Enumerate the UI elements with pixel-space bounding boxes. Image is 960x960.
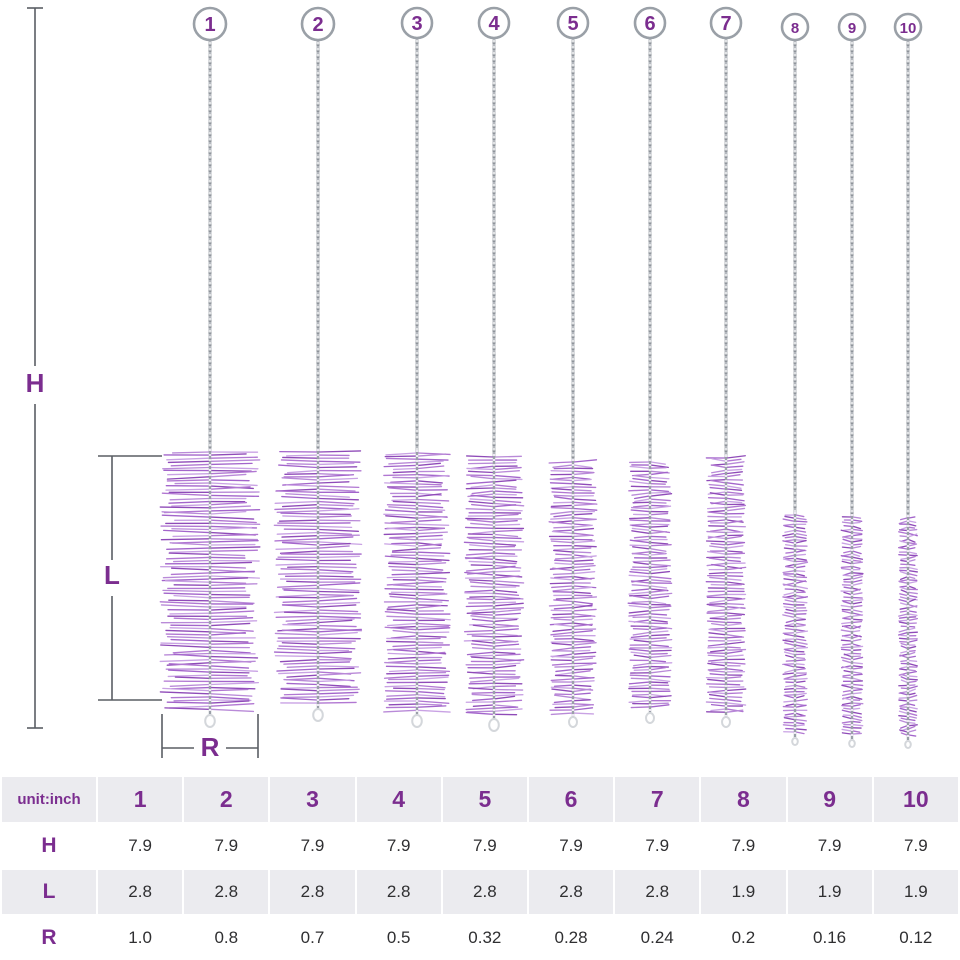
brush-3: 3 bbox=[383, 6, 451, 728]
brush-number: 1 bbox=[204, 14, 215, 36]
hanging-loop bbox=[556, 6, 590, 40]
brush-tip bbox=[904, 740, 912, 749]
spec-value: 0.2 bbox=[699, 914, 788, 960]
table-header-row: unit:inch 1 2 3 4 5 6 7 8 9 10 bbox=[0, 775, 960, 824]
brush-8: 8 bbox=[780, 12, 810, 746]
brush-number: 5 bbox=[567, 13, 578, 35]
spec-value: 1.9 bbox=[785, 868, 874, 916]
row-label-h: H bbox=[0, 822, 98, 870]
spec-value: 7.9 bbox=[182, 822, 271, 870]
hanging-loop bbox=[709, 6, 743, 40]
brush-number: 8 bbox=[791, 20, 799, 37]
spec-value: 0.8 bbox=[182, 914, 271, 960]
hanging-loop bbox=[477, 6, 511, 40]
column-header-10: 10 bbox=[871, 775, 960, 824]
brush-tip bbox=[312, 708, 324, 722]
spec-value: 0.16 bbox=[785, 914, 874, 960]
brush-2: 2 bbox=[273, 6, 363, 722]
brush-number: 4 bbox=[488, 13, 500, 35]
spec-value: 0.12 bbox=[871, 914, 960, 960]
brush-tip bbox=[411, 714, 423, 728]
brush-number: 10 bbox=[900, 20, 917, 37]
column-header-7: 7 bbox=[613, 775, 702, 824]
spec-value: 2.8 bbox=[526, 868, 616, 916]
brush-tip bbox=[488, 718, 500, 732]
spec-value: 1.9 bbox=[871, 868, 960, 916]
brush-number: 9 bbox=[848, 20, 856, 37]
column-header-5: 5 bbox=[440, 775, 529, 824]
spec-value: 7.9 bbox=[268, 822, 357, 870]
table-row-length: L 2.8 2.8 2.8 2.8 2.8 2.8 2.8 1.9 1.9 1.9 bbox=[0, 868, 960, 916]
table-row-height: H 7.9 7.9 7.9 7.9 7.9 7.9 7.9 7.9 7.9 7.9 bbox=[0, 822, 960, 870]
column-header-9: 9 bbox=[785, 775, 874, 824]
spec-value: 7.9 bbox=[785, 822, 874, 870]
spec-value: 7.9 bbox=[354, 822, 443, 870]
brush-number: 6 bbox=[644, 13, 655, 35]
brush-tip bbox=[204, 714, 216, 728]
spec-value: 2.8 bbox=[613, 868, 702, 916]
spec-value: 7.9 bbox=[95, 822, 185, 870]
hanging-loop bbox=[837, 12, 867, 42]
column-header-8: 8 bbox=[699, 775, 788, 824]
length-dimension-label: L bbox=[104, 560, 120, 590]
table-row-radius: R 1.0 0.8 0.7 0.5 0.32 0.28 0.24 0.2 0.16 0.12 bbox=[0, 914, 960, 960]
brush-number: 7 bbox=[720, 13, 731, 35]
spec-table: unit:inch 1 2 3 4 5 6 7 8 9 10 H 7.9 7.9 7.9 7.9 7.9 7… bbox=[0, 775, 960, 960]
brush-number: 3 bbox=[411, 13, 422, 35]
column-header-2: 2 bbox=[182, 775, 271, 824]
unit-label: unit:inch bbox=[0, 775, 98, 824]
spec-value: 0.5 bbox=[354, 914, 443, 960]
spec-value: 0.7 bbox=[268, 914, 357, 960]
brush-tip bbox=[791, 737, 799, 746]
brush-1: 1 bbox=[159, 6, 261, 728]
brush-tip bbox=[848, 739, 856, 748]
dimension-lines: H L R bbox=[26, 7, 259, 762]
spec-value: 0.28 bbox=[526, 914, 616, 960]
brush-tip bbox=[721, 716, 731, 728]
spec-value: 2.8 bbox=[95, 868, 185, 916]
spec-value: 7.9 bbox=[526, 822, 616, 870]
brush-tip bbox=[568, 716, 578, 728]
brush-tip bbox=[645, 712, 655, 724]
brush-4: 4 bbox=[463, 6, 525, 732]
brush-6: 6 bbox=[627, 6, 673, 724]
brush-number: 2 bbox=[312, 14, 323, 36]
hanging-loop bbox=[192, 6, 228, 42]
brush-5: 5 bbox=[548, 6, 598, 728]
spec-value: 7.9 bbox=[699, 822, 788, 870]
brush-set-diagram: 1 2 3 4 5 6 7 8 9 10 H L R bbox=[26, 6, 923, 762]
hanging-loop bbox=[400, 6, 434, 40]
spec-value: 2.8 bbox=[440, 868, 529, 916]
spec-value: 2.8 bbox=[182, 868, 271, 916]
row-label-r: R bbox=[0, 914, 98, 960]
column-header-1: 1 bbox=[95, 775, 185, 824]
column-header-4: 4 bbox=[354, 775, 443, 824]
hanging-loop bbox=[780, 12, 810, 42]
spec-value: 1.9 bbox=[699, 868, 788, 916]
spec-value: 0.24 bbox=[613, 914, 702, 960]
brush-9: 9 bbox=[837, 12, 867, 748]
spec-value: 7.9 bbox=[613, 822, 702, 870]
spec-value: 2.8 bbox=[354, 868, 443, 916]
spec-value: 1.0 bbox=[95, 914, 185, 960]
brush-7: 7 bbox=[705, 6, 747, 728]
brush-10: 10 bbox=[893, 12, 923, 749]
hanging-loop bbox=[893, 12, 923, 42]
hanging-loop bbox=[300, 6, 336, 42]
height-dimension-label: H bbox=[26, 368, 45, 398]
spec-value: 2.8 bbox=[268, 868, 357, 916]
spec-value: 0.32 bbox=[440, 914, 529, 960]
row-label-l: L bbox=[0, 868, 98, 916]
hanging-loop bbox=[633, 6, 667, 40]
column-header-3: 3 bbox=[268, 775, 357, 824]
column-header-6: 6 bbox=[526, 775, 616, 824]
spec-value: 7.9 bbox=[871, 822, 960, 870]
radius-dimension-label: R bbox=[201, 732, 220, 762]
spec-value: 7.9 bbox=[440, 822, 529, 870]
